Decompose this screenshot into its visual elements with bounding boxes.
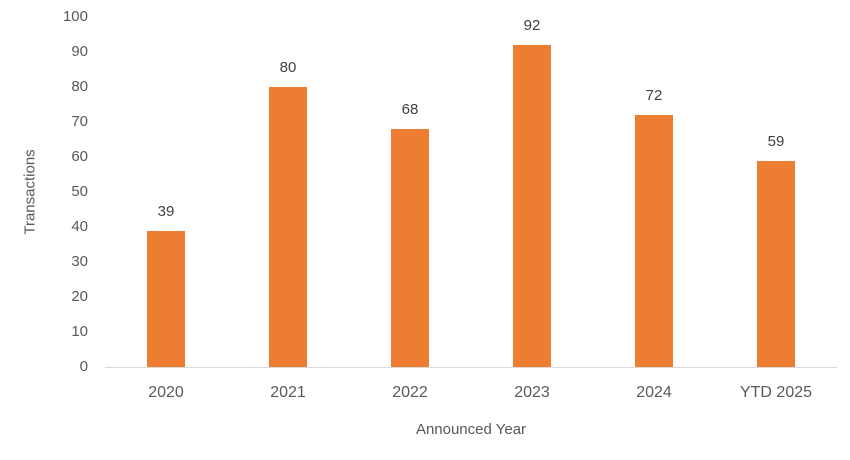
bar-value-label: 92 xyxy=(523,17,541,34)
bar-value-label: 72 xyxy=(645,87,663,104)
x-axis-line xyxy=(105,367,837,368)
y-tick-label: 0 xyxy=(79,358,88,375)
y-axis-title: Transactions xyxy=(21,149,39,235)
y-tick-label: 80 xyxy=(71,78,88,95)
bar-value-label: 80 xyxy=(279,59,297,76)
y-tick-label: 100 xyxy=(62,8,88,25)
y-tick-label: 60 xyxy=(71,148,88,165)
y-tick-label: 40 xyxy=(71,218,88,235)
x-tick-label: 2021 xyxy=(270,384,306,401)
x-tick-label: 2020 xyxy=(148,384,184,401)
y-tick-label: 10 xyxy=(71,323,88,340)
x-axis-title: Announced Year xyxy=(415,421,527,438)
y-tick-label: 90 xyxy=(71,43,88,60)
bar-value-label: 39 xyxy=(157,202,175,220)
x-tick-label: 2022 xyxy=(392,384,428,401)
bar-2020 xyxy=(147,230,185,367)
y-tick-label: 30 xyxy=(71,253,88,270)
bar-value-label: 59 xyxy=(767,132,785,150)
bar-2021 xyxy=(269,87,307,367)
bar-2023 xyxy=(513,45,551,367)
bar-2022 xyxy=(391,129,429,367)
x-tick-label: 2024 xyxy=(636,384,672,401)
y-tick-label: 70 xyxy=(71,113,88,130)
bar-ytd-2025 xyxy=(757,160,795,367)
x-tick-label: 2023 xyxy=(514,384,550,401)
y-tick-label: 50 xyxy=(71,183,88,200)
bar-value-label: 68 xyxy=(401,101,419,118)
bar-2024 xyxy=(635,115,673,367)
x-tick-label: YTD 2025 xyxy=(739,384,813,401)
y-tick-label: 20 xyxy=(71,288,88,305)
